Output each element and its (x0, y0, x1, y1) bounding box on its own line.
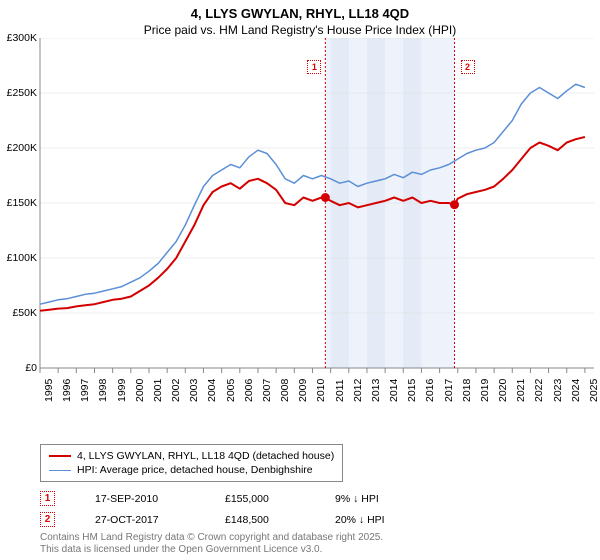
x-tick-label: 2022 (533, 379, 545, 402)
chart-marker-label: 1 (307, 60, 321, 74)
marker-date: 27-OCT-2017 (95, 514, 185, 526)
marker-date: 17-SEP-2010 (95, 493, 185, 505)
x-tick-label: 2025 (588, 379, 600, 402)
y-tick-label: £200K (7, 142, 37, 154)
x-tick-label: 2016 (424, 379, 436, 402)
x-tick-label: 2017 (443, 379, 455, 402)
x-tick-label: 1996 (61, 379, 73, 402)
chart-container: 4, LLYS GWYLAN, RHYL, LL18 4QD Price pai… (0, 0, 600, 560)
chart-marker-label: 2 (461, 60, 475, 74)
x-tick-label: 2004 (206, 379, 218, 402)
x-tick-label: 1995 (43, 379, 55, 402)
y-tick-label: £250K (7, 87, 37, 99)
legend-label: HPI: Average price, detached house, Denb… (77, 464, 313, 476)
y-tick-label: £50K (12, 307, 37, 319)
legend: 4, LLYS GWYLAN, RHYL, LL18 4QD (detached… (40, 444, 343, 482)
y-tick-label: £0 (25, 362, 37, 374)
legend-swatch (49, 455, 71, 457)
legend-swatch (49, 470, 71, 471)
x-tick-label: 2021 (515, 379, 527, 402)
x-tick-label: 2009 (297, 379, 309, 402)
x-tick-label: 2003 (188, 379, 200, 402)
y-tick-label: £300K (7, 32, 37, 44)
chart-title: 4, LLYS GWYLAN, RHYL, LL18 4QD (0, 0, 600, 21)
chart-area: £0£50K£100K£150K£200K£250K£300K 19951996… (0, 38, 600, 408)
legend-item: 4, LLYS GWYLAN, RHYL, LL18 4QD (detached… (49, 449, 334, 463)
x-tick-label: 1998 (97, 379, 109, 402)
x-tick-label: 2010 (315, 379, 327, 402)
x-tick-label: 2014 (388, 379, 400, 402)
x-tick-label: 2005 (225, 379, 237, 402)
x-tick-label: 2013 (370, 379, 382, 402)
x-tick-label: 2023 (552, 379, 564, 402)
x-tick-label: 2015 (406, 379, 418, 402)
marker-price: £155,000 (225, 493, 295, 505)
legend-item: HPI: Average price, detached house, Denb… (49, 463, 334, 477)
footnote: Contains HM Land Registry data © Crown c… (40, 532, 383, 556)
x-tick-label: 2020 (497, 379, 509, 402)
x-tick-label: 2011 (334, 379, 346, 402)
marker-price: £148,500 (225, 514, 295, 526)
x-tick-label: 2006 (243, 379, 255, 402)
x-tick-label: 2024 (570, 379, 582, 402)
marker-hpi-delta: 20% ↓ HPI (335, 514, 415, 526)
marker-index-box: 1 (40, 491, 55, 506)
marker-index-box: 2 (40, 512, 55, 527)
x-tick-label: 2000 (134, 379, 146, 402)
x-tick-label: 2019 (479, 379, 491, 402)
marker-hpi-delta: 9% ↓ HPI (335, 493, 415, 505)
x-tick-label: 2001 (152, 379, 164, 402)
legend-label: 4, LLYS GWYLAN, RHYL, LL18 4QD (detached… (77, 450, 334, 462)
footnote-line: Contains HM Land Registry data © Crown c… (40, 532, 383, 544)
x-tick-label: 1997 (79, 379, 91, 402)
y-tick-label: £150K (7, 197, 37, 209)
y-tick-label: £100K (7, 252, 37, 264)
footnote-line: This data is licensed under the Open Gov… (40, 544, 383, 556)
chart-svg (0, 38, 600, 408)
x-tick-label: 2007 (261, 379, 273, 402)
marker-row: 1 17-SEP-2010 £155,000 9% ↓ HPI (40, 488, 415, 509)
marker-table: 1 17-SEP-2010 £155,000 9% ↓ HPI 2 27-OCT-2017… (40, 488, 415, 530)
x-tick-label: 2012 (352, 379, 364, 402)
x-tick-label: 2018 (461, 379, 473, 402)
x-tick-label: 2008 (279, 379, 291, 402)
chart-subtitle: Price paid vs. HM Land Registry's House … (0, 21, 600, 37)
marker-row: 2 27-OCT-2017 £148,500 20% ↓ HPI (40, 509, 415, 530)
x-tick-label: 1999 (116, 379, 128, 402)
x-tick-label: 2002 (170, 379, 182, 402)
